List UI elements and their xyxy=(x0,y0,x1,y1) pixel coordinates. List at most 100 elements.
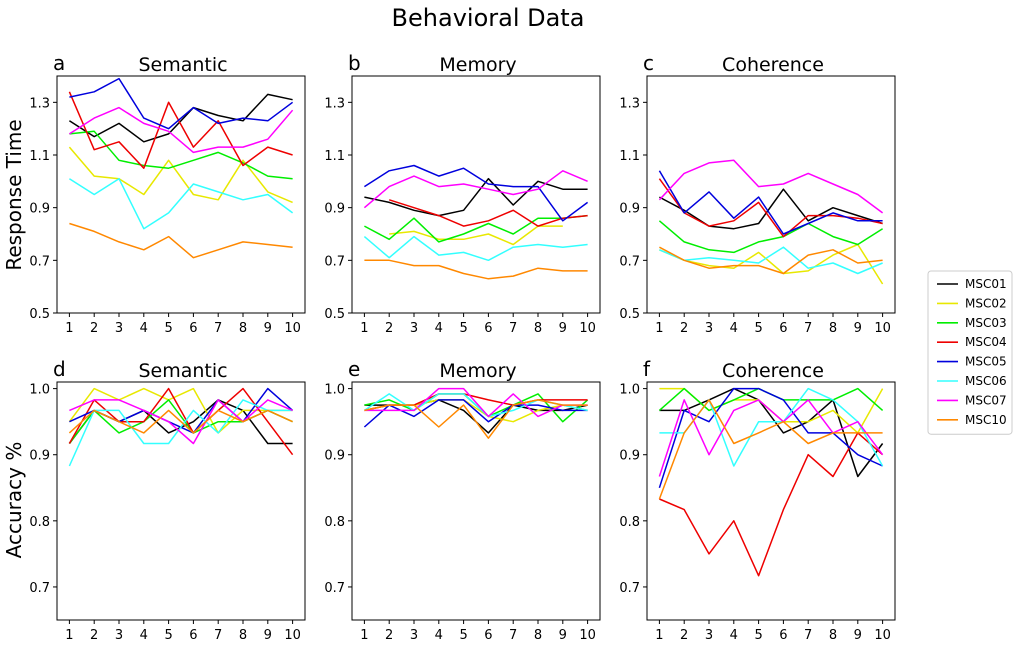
x-tick-label: 5 xyxy=(164,628,172,643)
series-line-msc10-f xyxy=(658,399,883,500)
series-line-msc01-a xyxy=(68,93,293,143)
row2-ylabel: Accuracy % xyxy=(2,442,26,559)
panel-f-letter: f xyxy=(643,357,651,381)
panel-c: 1 2 3 4 5 6 7 8 9 10 0.5 0.7 0.9 1.1 1.3 Coherence c xyxy=(619,51,896,336)
y-tick-label: 0.5 xyxy=(324,307,345,322)
series-line-msc07-f xyxy=(658,399,884,477)
y-tick-label: 0.9 xyxy=(29,449,50,464)
x-tick-label: 5 xyxy=(164,321,172,336)
x-tick-label: 5 xyxy=(754,321,762,336)
x-tick-label: 9 xyxy=(854,628,862,643)
x-tick-label: 9 xyxy=(264,321,272,336)
series-line-msc06-b xyxy=(363,235,588,262)
panel-e-letter: e xyxy=(348,357,360,381)
y-tick-label: 0.9 xyxy=(619,202,640,217)
x-tick-label: 6 xyxy=(189,628,197,643)
x-tick-label: 7 xyxy=(509,628,517,643)
x-tick-label: 7 xyxy=(509,321,517,336)
row1-ylabel: Response Time xyxy=(2,119,26,270)
panel-b-frame xyxy=(351,75,601,314)
panel-c-frame xyxy=(646,75,896,314)
x-tick-label: 6 xyxy=(484,321,492,336)
x-tick-label: 4 xyxy=(140,628,148,643)
x-tick-label: 8 xyxy=(829,321,837,336)
x-tick-label: 10 xyxy=(579,628,596,643)
panel-d-title: Semantic xyxy=(138,360,227,382)
legend-label-msc07: MSC07 xyxy=(965,393,1007,407)
legend: MSC01 MSC02 MSC03 MSC04 MSC05 MSC06 MSC07 MSC10 xyxy=(927,270,1013,435)
y-tick-label: 0.8 xyxy=(324,515,345,530)
y-tick-label: 0.9 xyxy=(324,202,345,217)
series-line-msc04-c xyxy=(658,178,883,238)
x-tick-label: 4 xyxy=(435,628,443,643)
x-tick-label: 4 xyxy=(140,321,148,336)
panel-a-frame xyxy=(56,75,306,314)
panel-f-title: Coherence xyxy=(722,360,824,382)
legend-label-msc01: MSC01 xyxy=(965,277,1007,291)
legend-box xyxy=(927,270,1013,435)
panel-a: 1 2 3 4 5 6 7 8 9 10 0.5 0.7 0.9 1.1 1.3 Semantic a xyxy=(29,51,306,336)
x-tick-label: 4 xyxy=(730,628,738,643)
y-tick-label: 0.9 xyxy=(324,449,345,464)
series-line-msc10-d xyxy=(68,409,293,434)
series-line-msc02-a xyxy=(68,146,293,204)
panel-f-frame xyxy=(646,381,896,621)
x-tick-label: 1 xyxy=(360,628,368,643)
x-tick-label: 10 xyxy=(284,321,301,336)
y-tick-label: 0.9 xyxy=(619,449,640,464)
x-tick-label: 10 xyxy=(874,628,891,643)
x-tick-label: 4 xyxy=(730,321,738,336)
panel-c-series xyxy=(658,159,884,285)
x-tick-label: 2 xyxy=(385,321,393,336)
x-tick-label: 10 xyxy=(284,628,301,643)
panel-c-letter: c xyxy=(643,51,654,75)
legend-label-msc02: MSC02 xyxy=(965,296,1007,310)
series-line-msc03-b xyxy=(364,214,588,243)
x-tick-label: 3 xyxy=(705,321,713,336)
y-tick-label: 0.7 xyxy=(324,254,345,269)
panel-f-series xyxy=(658,387,884,577)
series-line-msc07-c xyxy=(658,159,884,214)
x-tick-label: 8 xyxy=(534,321,542,336)
panel-a-series xyxy=(68,77,294,259)
panel-d-letter: d xyxy=(53,357,66,381)
series-line-msc07-e xyxy=(364,387,588,418)
panel-e-frame xyxy=(351,381,601,621)
panel-f: 1 2 3 4 5 6 7 8 9 10 0.7 0.8 0.9 1.0 Coherence f xyxy=(619,357,896,643)
panel-b-letter: b xyxy=(348,51,361,75)
x-tick-label: 2 xyxy=(90,321,98,336)
legend-label-msc10: MSC10 xyxy=(965,413,1007,427)
x-tick-label: 3 xyxy=(115,628,123,643)
series-line-msc04-a xyxy=(68,91,293,169)
panel-b-series xyxy=(363,164,589,280)
panel-d-series xyxy=(68,387,294,467)
panel-a-letter: a xyxy=(53,51,65,75)
x-tick-label: 3 xyxy=(705,628,713,643)
series-line-msc10-e xyxy=(364,399,588,439)
series-line-msc02-c xyxy=(659,243,884,285)
panel-a-title: Semantic xyxy=(138,54,227,76)
x-tick-label: 8 xyxy=(534,628,542,643)
legend-label-msc06: MSC06 xyxy=(965,374,1007,388)
panel-e-series xyxy=(363,387,589,439)
series-line-msc04-f xyxy=(659,432,884,577)
y-tick-label: 1.0 xyxy=(29,383,50,398)
series-line-msc03-a xyxy=(69,130,293,180)
x-tick-label: 3 xyxy=(410,321,418,336)
y-tick-label: 0.5 xyxy=(619,307,640,322)
y-tick-label: 1.3 xyxy=(29,96,50,111)
series-line-msc06-a xyxy=(68,177,294,230)
x-tick-label: 2 xyxy=(385,628,393,643)
panel-b-title: Memory xyxy=(439,54,516,76)
x-tick-label: 2 xyxy=(680,321,688,336)
series-line-msc10-a xyxy=(69,222,293,259)
series-line-msc05-c xyxy=(658,170,883,235)
x-tick-label: 1 xyxy=(65,628,73,643)
x-tick-label: 10 xyxy=(874,321,891,336)
panel-c-title: Coherence xyxy=(722,54,824,76)
x-tick-label: 4 xyxy=(435,321,443,336)
panel-e-title: Memory xyxy=(439,360,516,382)
y-tick-label: 1.3 xyxy=(324,96,345,111)
y-tick-label: 0.5 xyxy=(29,307,50,322)
x-tick-label: 7 xyxy=(214,628,222,643)
